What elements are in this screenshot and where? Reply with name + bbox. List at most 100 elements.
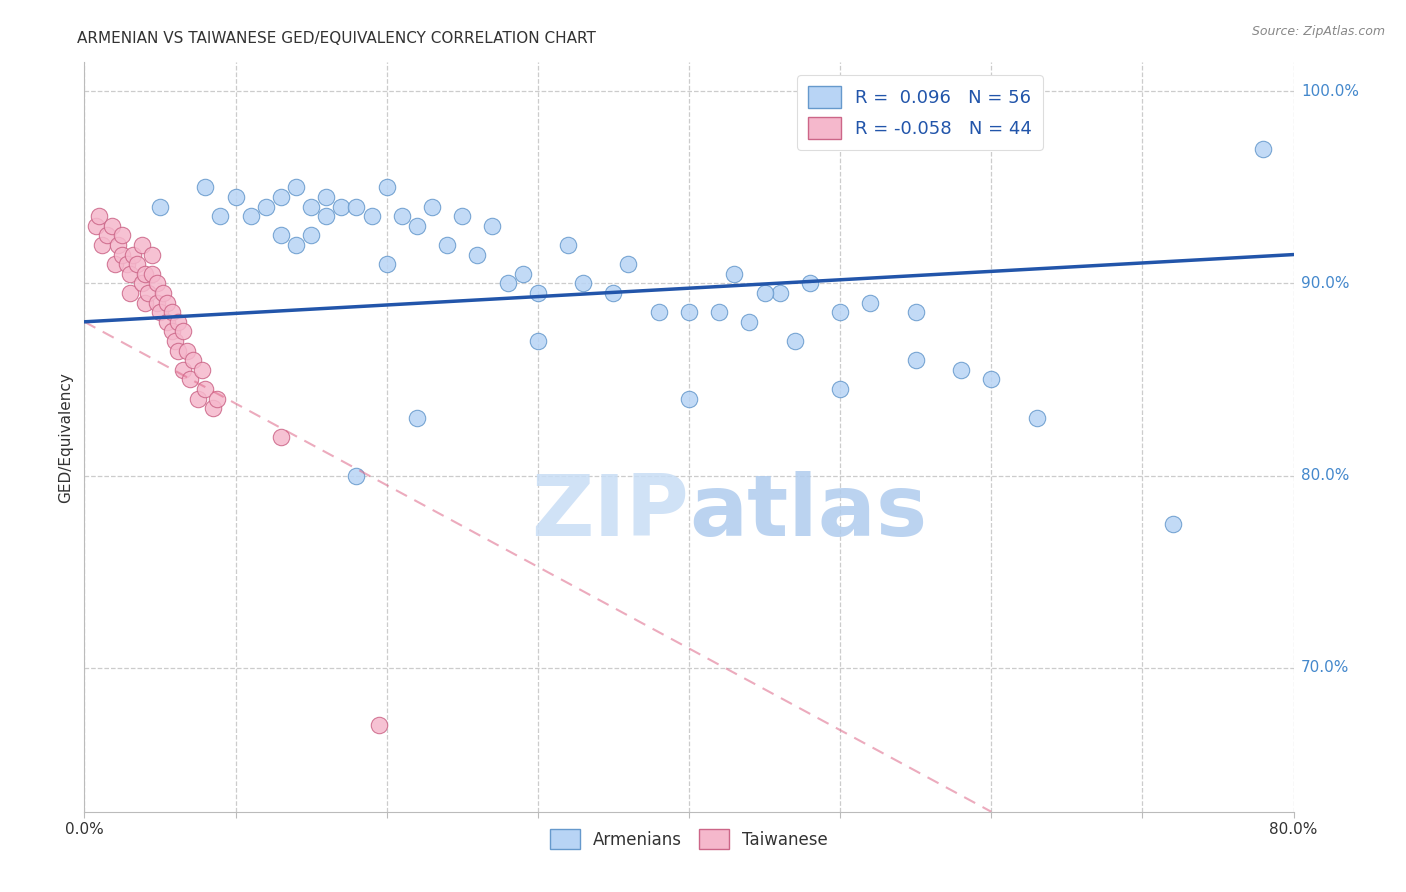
Point (375, 180, 398, 194)
Point (115, 257, 138, 271)
Point (160, 325, 183, 339)
Point (239, 209, 262, 223)
Point (859, 295, 882, 310)
Point (769, 285, 792, 300)
Point (557, 238, 579, 252)
Point (172, 363, 194, 377)
Point (100, 219, 122, 233)
Point (481, 219, 503, 233)
Point (904, 353, 927, 368)
Point (209, 209, 232, 223)
Point (127, 257, 149, 271)
Point (368, 718, 391, 732)
Point (89, 209, 111, 223)
Point (270, 228, 292, 243)
Text: Source: ZipAtlas.com: Source: ZipAtlas.com (1251, 25, 1385, 38)
Point (167, 315, 190, 329)
Point (496, 277, 519, 291)
Point (783, 334, 806, 348)
Point (225, 190, 247, 204)
Point (254, 200, 277, 214)
Text: ARMENIAN VS TAIWANESE GED/EQUIVALENCY CORRELATION CHART: ARMENIAN VS TAIWANESE GED/EQUIVALENCY CO… (77, 31, 596, 46)
Point (201, 401, 224, 416)
Point (904, 305, 927, 319)
Point (136, 285, 159, 300)
Text: ZIP: ZIP (531, 470, 689, 554)
Point (118, 267, 141, 281)
Text: 70.0%: 70.0% (1301, 660, 1350, 675)
Point (391, 209, 413, 223)
Point (315, 209, 337, 223)
Point (146, 295, 169, 310)
Point (950, 363, 973, 377)
Point (330, 200, 353, 214)
Point (527, 285, 550, 300)
Point (299, 200, 322, 214)
Point (406, 219, 429, 233)
Point (830, 382, 852, 396)
Point (285, 238, 308, 252)
Point (172, 325, 194, 339)
Point (346, 200, 368, 214)
Point (141, 267, 163, 281)
Point (121, 247, 143, 261)
Point (375, 257, 398, 271)
Point (149, 305, 172, 319)
Point (191, 363, 214, 377)
Point (131, 277, 153, 291)
Point (194, 382, 217, 396)
Y-axis label: GED/Equivalency: GED/Equivalency (58, 372, 73, 502)
Point (315, 190, 337, 204)
Text: atlas: atlas (689, 470, 927, 554)
Point (754, 285, 776, 300)
Point (451, 209, 474, 223)
Point (512, 267, 534, 281)
Point (738, 315, 761, 329)
Point (181, 353, 204, 368)
Point (270, 190, 292, 204)
Point (299, 228, 322, 243)
Point (830, 305, 852, 319)
Point (146, 277, 169, 291)
Point (799, 277, 821, 291)
Point (1161, 516, 1184, 531)
Point (118, 285, 141, 300)
Point (678, 392, 700, 406)
Point (131, 238, 153, 252)
Point (709, 305, 731, 319)
Point (420, 200, 443, 214)
Point (134, 295, 156, 310)
Point (141, 247, 163, 261)
Point (360, 209, 382, 223)
Point (648, 305, 671, 319)
Point (107, 238, 129, 252)
Point (723, 267, 745, 281)
Point (86, 219, 108, 233)
Point (176, 343, 198, 358)
Point (436, 238, 458, 252)
Point (1025, 410, 1047, 425)
Point (111, 247, 134, 261)
Point (149, 200, 172, 214)
Point (91, 238, 114, 252)
Point (156, 315, 179, 329)
Point (152, 285, 174, 300)
Point (160, 305, 183, 319)
Point (194, 180, 217, 194)
Text: 90.0%: 90.0% (1301, 276, 1350, 291)
Point (179, 372, 201, 386)
Point (602, 285, 624, 300)
Point (187, 392, 209, 406)
Point (572, 277, 595, 291)
Point (406, 410, 429, 425)
Point (96, 228, 118, 243)
Point (527, 334, 550, 348)
Text: 80.0%: 80.0% (1301, 468, 1350, 483)
Point (165, 334, 187, 348)
Point (207, 392, 229, 406)
Point (980, 372, 1002, 386)
Point (156, 295, 179, 310)
Point (467, 247, 489, 261)
Point (346, 468, 368, 483)
Point (134, 267, 156, 281)
